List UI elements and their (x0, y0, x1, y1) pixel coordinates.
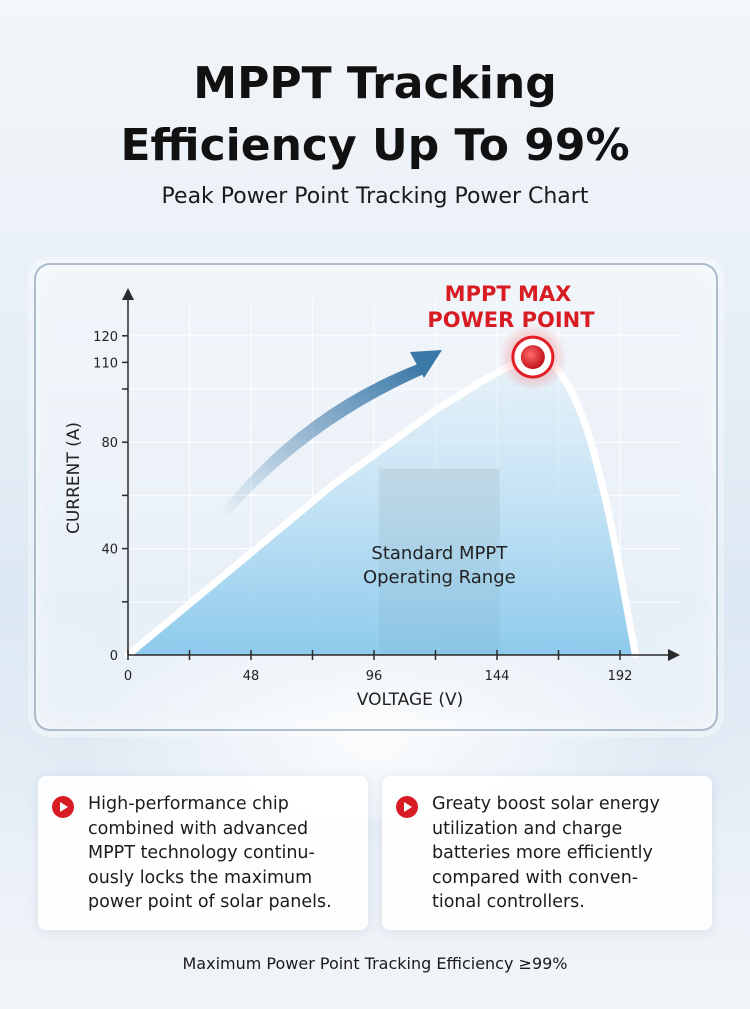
curve-area-fill (128, 357, 636, 655)
feature-card-chip: High-performance chip combined with adva… (38, 776, 368, 930)
trend-arrow (220, 350, 442, 516)
max-power-point-marker (498, 323, 567, 392)
x-tick-label: 192 (608, 669, 633, 684)
x-tick-label: 96 (366, 669, 383, 684)
play-arrow-icon (52, 796, 74, 818)
x-axis-arrowhead (668, 649, 680, 661)
footer-efficiency-note: Maximum Power Point Tracking Efficiency … (182, 954, 568, 973)
feature-line: tional controllers. (432, 892, 585, 912)
page-title-line2: Efficiency Up To 99% (120, 120, 630, 171)
y-tick-label: 110 (93, 356, 118, 371)
mpp-label-line2: POWER POINT (427, 308, 595, 332)
chart-axes (122, 288, 680, 661)
feature-line: combined with advanced (88, 818, 309, 839)
feature-text-chip: High-performance chip combined with adva… (88, 792, 358, 915)
feature-line: Greaty boost solar energy (432, 794, 660, 814)
operating-range-label-line1: Standard MPPT (371, 543, 508, 564)
page-subtitle: Peak Power Point Tracking Power Chart (161, 184, 589, 209)
y-axis-arrowhead (122, 288, 134, 300)
page-title-line1: MPPT Tracking (193, 58, 557, 109)
feature-line: MPPT technology continu- (88, 843, 315, 863)
y-tick-label: 40 (101, 543, 118, 558)
y-axis-label: CURRENT (A) (64, 422, 84, 534)
operating-range-label-line2: Operating Range (363, 567, 516, 588)
feature-card-efficiency: Greaty boost solar energy utilization an… (382, 776, 712, 930)
y-tick-label: 80 (101, 436, 118, 451)
feature-line: High-performance chip (88, 794, 289, 814)
mppt-power-chart: 0 48 96 144 192 0 40 80 110 120 MPPT MAX POWER PO… (64, 282, 680, 710)
mpp-label-line1: MPPT MAX (445, 282, 572, 306)
x-axis-label: VOLTAGE (V) (357, 690, 463, 710)
feature-text-efficiency: Greaty boost solar energy utilization an… (432, 792, 702, 915)
y-tick-label: 120 (93, 330, 118, 345)
y-tick-label: 0 (110, 649, 118, 664)
x-tick-label: 144 (485, 669, 510, 684)
feature-line: utilization and charge (432, 818, 623, 839)
x-tick-label: 48 (243, 669, 260, 684)
x-tick-label: 0 (124, 669, 132, 684)
power-curve-line (124, 353, 639, 659)
feature-line: ously locks the maximum (88, 867, 313, 888)
feature-line: power point of solar panels. (88, 892, 332, 912)
play-arrow-icon (396, 796, 418, 818)
feature-line: batteries more efficiently (432, 843, 653, 863)
axis-ticks: 0 48 96 144 192 0 40 80 110 120 (93, 330, 632, 684)
feature-line: compared with conven- (432, 867, 639, 888)
